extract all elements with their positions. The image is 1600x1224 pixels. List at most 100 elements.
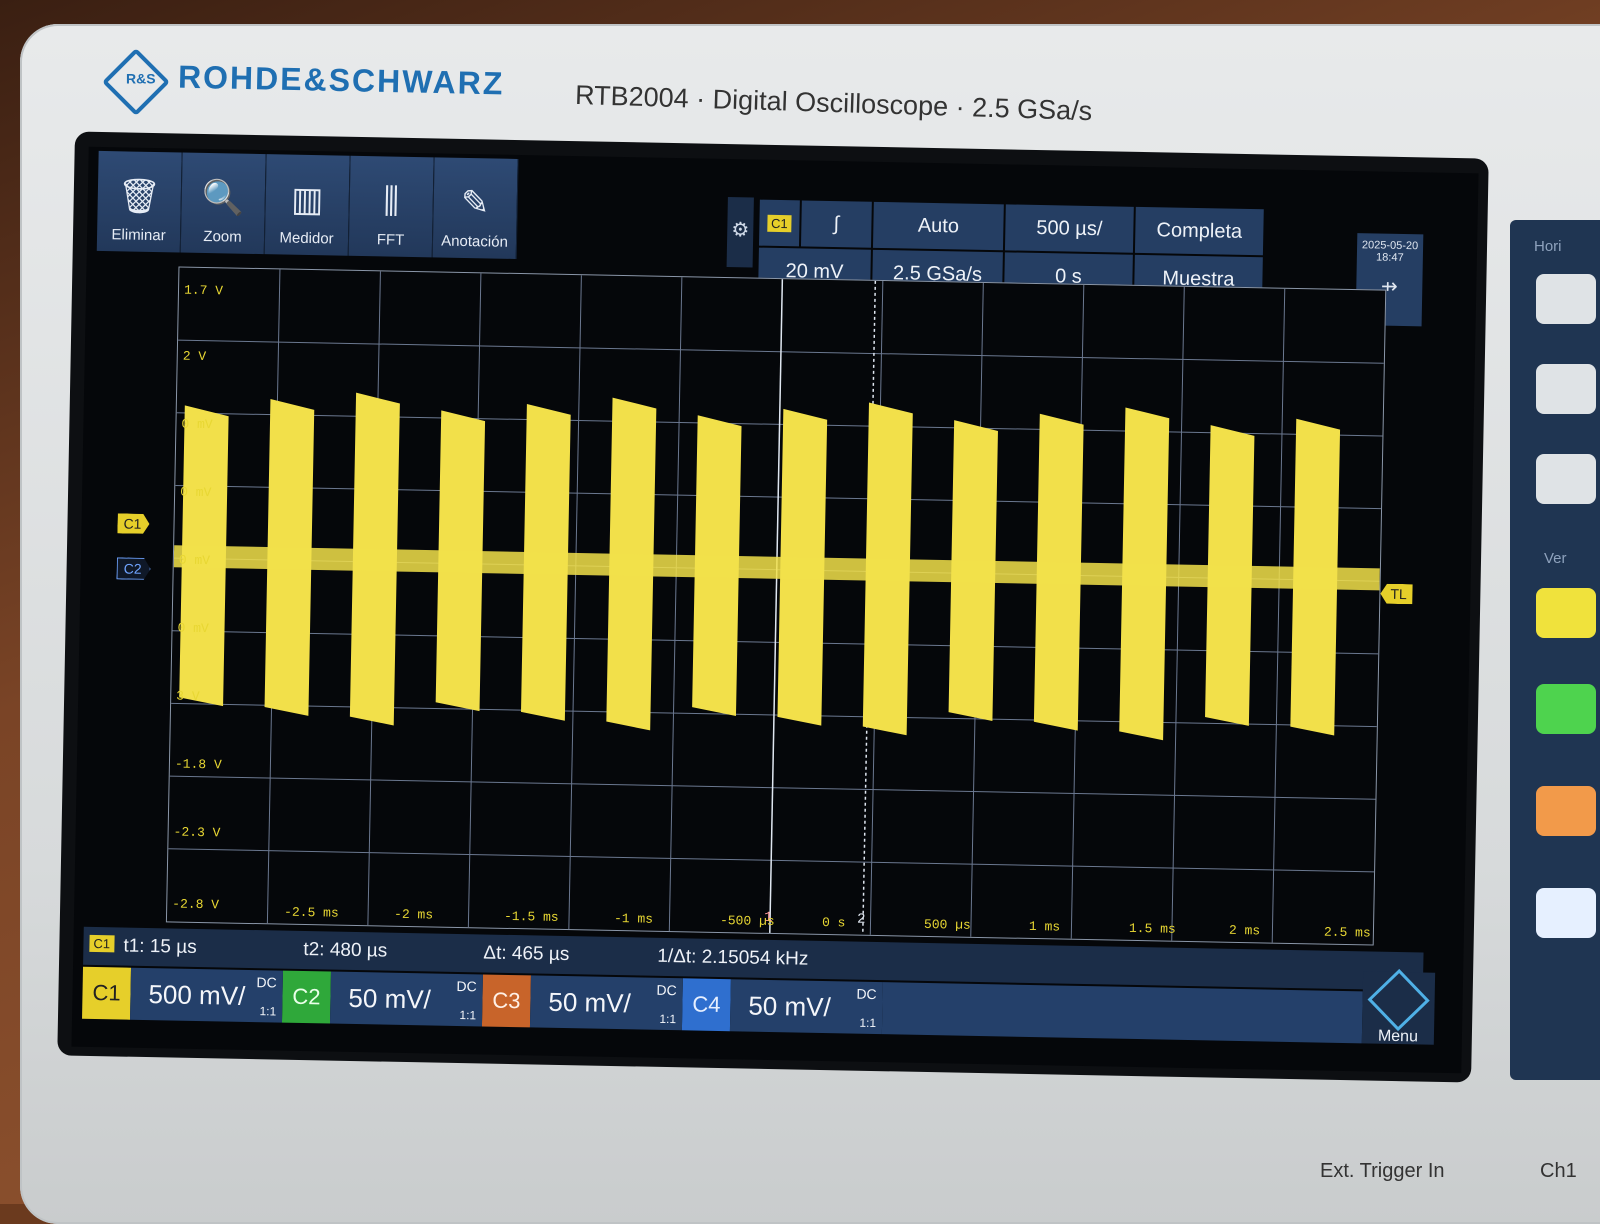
scope-screen: 🗑 Eliminar 🔍 Zoom ▥ Medidor ⫼ FFT ✎ Anot… xyxy=(71,146,1479,1074)
time: 18:47 xyxy=(1375,251,1404,265)
zoom-button[interactable]: 🔍 Zoom xyxy=(180,152,267,255)
c1-tag[interactable]: C1 xyxy=(82,966,132,1020)
grid-vline xyxy=(1171,286,1185,941)
c3-ratio: 1:1 xyxy=(659,1011,677,1027)
side-control-panel: Hori Ver xyxy=(1510,220,1600,1080)
ch4-button[interactable] xyxy=(1536,888,1596,938)
c1-coupling: DC xyxy=(256,974,277,991)
v-label-8: -2.3 V xyxy=(173,824,221,841)
delete-button[interactable]: 🗑 Eliminar xyxy=(96,150,183,253)
brand-name: ROHDE&SCHWARZ xyxy=(177,58,505,102)
ch3-button[interactable] xyxy=(1536,786,1596,836)
trigger-mode[interactable]: Auto xyxy=(872,201,1004,251)
c1-offset-marker[interactable]: C1 xyxy=(117,513,149,534)
t-label-2: -1.5 ms xyxy=(503,908,559,925)
side-button-2[interactable] xyxy=(1536,364,1596,414)
timebase[interactable]: 500 µs/ xyxy=(1004,204,1134,253)
c3-coupling: DC xyxy=(656,981,677,999)
fft-label: FFT xyxy=(376,231,405,249)
c1-scale-value: 500 mV/ xyxy=(148,978,246,1011)
channel-c2[interactable]: C2 50 mV/DC 1:1 xyxy=(281,970,483,1027)
t-label-6: 500 µs xyxy=(923,916,971,933)
c3-scale-value: 50 mV/ xyxy=(548,986,632,1018)
cursor-t1: t1: 15 µs xyxy=(123,935,197,958)
side-button-1[interactable] xyxy=(1536,274,1596,324)
ch2-button[interactable] xyxy=(1536,684,1596,734)
cursor-inverse-delta: 1/Δt: 2.15054 kHz xyxy=(657,945,809,970)
c4-scale[interactable]: 50 mV/DC 1:1 xyxy=(729,979,883,1035)
ext-trigger-label: Ext. Trigger In xyxy=(1320,1160,1445,1182)
channel-c3[interactable]: C3 50 mV/DC 1:1 xyxy=(481,974,683,1031)
signal-bursts xyxy=(179,392,1341,741)
t-label-8: 1.5 ms xyxy=(1128,920,1176,937)
trash-icon: 🗑 xyxy=(117,177,162,217)
t-label-4: -500 µs xyxy=(719,913,775,930)
c2-offset-marker[interactable]: C2 xyxy=(116,557,150,580)
meter-icon: ▥ xyxy=(290,180,324,220)
v-label-1: 2 V xyxy=(182,348,207,365)
v-label-5: 0 mV xyxy=(177,620,209,637)
cursor-1-tag: 1 xyxy=(764,910,773,926)
delete-label: Eliminar xyxy=(111,226,166,245)
c2-ratio: 1:1 xyxy=(459,1008,477,1023)
cursor-t2: t2: 480 µs xyxy=(303,939,388,962)
t-label-1: -2 ms xyxy=(393,906,434,923)
cursor-channel-badge: C1 xyxy=(89,934,115,953)
vertical-section-label: Ver xyxy=(1544,550,1567,567)
t-label-10: 2.5 ms xyxy=(1323,924,1371,941)
channel-c4[interactable]: C4 50 mV/DC 1:1 xyxy=(681,978,883,1035)
signal-baseline xyxy=(173,545,1380,591)
acquisition-mode[interactable]: Completa xyxy=(1134,206,1264,256)
c4-coupling: DC xyxy=(856,985,877,1003)
c1-scale[interactable]: 500 mV/DC 1:1 xyxy=(130,967,283,1023)
cursor-1-line xyxy=(769,279,784,933)
zoom-label: Zoom xyxy=(203,227,242,246)
toolbar: 🗑 Eliminar 🔍 Zoom ▥ Medidor ⫼ FFT ✎ Anot… xyxy=(96,150,519,259)
trigger-slope[interactable]: ∫ xyxy=(800,200,872,248)
c2-coupling: DC xyxy=(456,977,477,995)
c2-scale-value: 50 mV/ xyxy=(348,982,432,1014)
meter-button[interactable]: ▥ Medidor xyxy=(264,154,351,256)
grid-vline xyxy=(668,277,683,932)
ch1-button[interactable] xyxy=(1536,588,1596,638)
v-label-9: -2.8 V xyxy=(172,896,220,913)
zoom-icon: 🔍 xyxy=(201,178,245,218)
fft-icon: ⫼ xyxy=(383,182,400,221)
v-label-4: 0 mV xyxy=(178,552,211,569)
t-label-9: 2 ms xyxy=(1228,922,1261,939)
c4-tag[interactable]: C4 xyxy=(681,978,731,1032)
c2-tag[interactable]: C2 xyxy=(281,970,331,1024)
c4-scale-value: 50 mV/ xyxy=(748,990,832,1022)
logo-text: R&S xyxy=(126,70,156,87)
cursor-2-tag: 2 xyxy=(857,912,866,928)
settings-button[interactable]: ⚙ xyxy=(726,197,754,268)
horizontal-section-label: Hori xyxy=(1534,238,1562,255)
v-label-7: -1.8 V xyxy=(174,756,222,773)
annotation-button[interactable]: ✎ Anotación xyxy=(432,157,519,259)
menu-button[interactable]: Menu xyxy=(1361,968,1436,1045)
meter-label: Medidor xyxy=(279,229,334,248)
channel-c1[interactable]: C1 500 mV/DC 1:1 xyxy=(82,966,283,1023)
date: 2025-05-20 xyxy=(1361,239,1419,253)
c4-ratio: 1:1 xyxy=(859,1015,877,1031)
rs-menu-icon xyxy=(1367,968,1430,1032)
v-label-0: 1.7 V xyxy=(183,282,224,299)
t-label-0: -2.5 ms xyxy=(283,904,339,921)
side-button-3[interactable] xyxy=(1536,454,1596,504)
trigger-level-marker[interactable]: TL xyxy=(1380,584,1413,605)
trigger-source[interactable]: C1 xyxy=(758,199,800,247)
v-label-2: 0 mV xyxy=(181,416,213,433)
c3-tag[interactable]: C3 xyxy=(481,974,531,1028)
c2-scale[interactable]: 50 mV/DC 1:1 xyxy=(329,971,483,1027)
c3-scale[interactable]: 50 mV/DC 1:1 xyxy=(529,975,683,1031)
cursor-delta: Δt: 465 µs xyxy=(483,942,570,966)
grid-vline xyxy=(1271,288,1286,943)
c1-ratio: 1:1 xyxy=(259,1004,277,1019)
gear-icon: ⚙ xyxy=(731,219,750,242)
pencil-icon: ✎ xyxy=(460,183,490,223)
v-label-6: 3 V xyxy=(176,688,200,704)
fft-button[interactable]: ⫼ FFT xyxy=(348,155,435,258)
t-label-5: 0 s xyxy=(821,914,846,931)
